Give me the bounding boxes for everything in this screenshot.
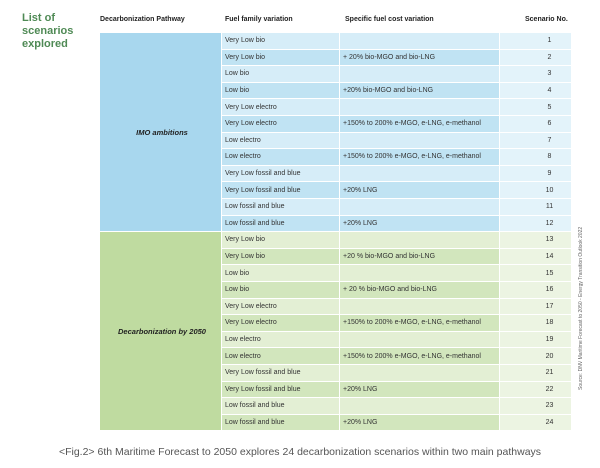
fuel-cell: Very Low fossil and blue xyxy=(222,365,340,382)
header: Decarbonization Pathway xyxy=(100,16,185,23)
pathway-cell: IMO ambitions xyxy=(100,33,222,233)
scenario-no: 2 xyxy=(500,49,572,67)
fuel-cell: Very Low fossil and blue xyxy=(222,381,340,399)
cost-cell xyxy=(340,33,500,50)
scenario-no: 19 xyxy=(500,331,572,349)
scenario-no: 17 xyxy=(500,298,572,316)
scenario-no: 11 xyxy=(500,199,572,216)
cost-cell xyxy=(340,331,500,349)
fuel-cell: Low electro xyxy=(222,331,340,349)
cost-cell xyxy=(340,99,500,116)
fuel-cell: Very Low electro xyxy=(222,315,340,332)
fuel-cell: Very Low bio xyxy=(222,232,340,249)
scenario-no: 13 xyxy=(500,232,572,249)
fuel-cell: Very Low electro xyxy=(222,298,340,316)
cost-cell: + 20 % bio-MGO and bio-LNG xyxy=(340,282,500,299)
scenario-no: 21 xyxy=(500,365,572,382)
fuel-cell: Low fossil and blue xyxy=(222,215,340,233)
cost-cell: +150% to 200% e-MGO, e-LNG, e-methanol xyxy=(340,116,500,133)
cost-cell xyxy=(340,365,500,382)
cost-cell xyxy=(340,132,500,150)
fuel-cell: Very Low bio xyxy=(222,33,340,50)
scenario-no: 20 xyxy=(500,348,572,365)
header: Fuel family variation xyxy=(225,16,293,23)
scenario-no: 12 xyxy=(500,215,572,233)
cost-cell xyxy=(340,165,500,183)
cost-cell xyxy=(340,199,500,216)
fuel-cell: Low electro xyxy=(222,132,340,150)
scenario-no: 14 xyxy=(500,248,572,266)
fuel-cell: Very Low fossil and blue xyxy=(222,165,340,183)
scenario-no: 24 xyxy=(500,414,572,432)
cost-cell xyxy=(340,232,500,249)
scenario-no: 16 xyxy=(500,282,572,299)
header: Specific fuel cost variation xyxy=(345,16,434,23)
scenario-no: 18 xyxy=(500,315,572,332)
cost-cell: +20% LNG xyxy=(340,215,500,233)
scenario-no: 9 xyxy=(500,165,572,183)
title: List of scenarios explored xyxy=(22,12,74,50)
pathway-cell: Decarbonization by 2050 xyxy=(100,232,222,432)
fuel-cell: Low fossil and blue xyxy=(222,199,340,216)
fuel-cell: Low electro xyxy=(222,149,340,166)
fuel-cell: Low electro xyxy=(222,348,340,365)
cost-cell: +20% LNG xyxy=(340,381,500,399)
fuel-cell: Low bio xyxy=(222,265,340,282)
cost-cell: +150% to 200% e-MGO, e-LNG, e-methanol xyxy=(340,149,500,166)
fuel-cell: Low bio xyxy=(222,82,340,100)
fuel-cell: Very Low fossil and blue xyxy=(222,182,340,199)
fuel-cell: Very Low electro xyxy=(222,116,340,133)
cost-cell xyxy=(340,398,500,415)
scenario-no: 23 xyxy=(500,398,572,415)
cost-cell: +20% LNG xyxy=(340,182,500,199)
scenario-no: 15 xyxy=(500,265,572,282)
cost-cell: + 20% bio-MGO and bio-LNG xyxy=(340,49,500,67)
scenario-no: 4 xyxy=(500,82,572,100)
scenario-no: 7 xyxy=(500,132,572,150)
scenario-no: 6 xyxy=(500,116,572,133)
fuel-cell: Very Low electro xyxy=(222,99,340,116)
scenario-no: 10 xyxy=(500,182,572,199)
cost-cell xyxy=(340,265,500,282)
cost-cell: +20% bio-MGO and bio-LNG xyxy=(340,82,500,100)
scenario-no: 22 xyxy=(500,381,572,399)
cost-cell xyxy=(340,66,500,83)
fuel-cell: Very Low bio xyxy=(222,248,340,266)
scenario-no: 3 xyxy=(500,66,572,83)
scenario-no: 8 xyxy=(500,149,572,166)
fuel-cell: Low fossil and blue xyxy=(222,414,340,432)
cost-cell: +150% to 200% e-MGO, e-LNG, e-methanol xyxy=(340,348,500,365)
fuel-cell: Low bio xyxy=(222,66,340,83)
scenario-no: 5 xyxy=(500,99,572,116)
cost-cell: +20 % bio-MGO and bio-LNG xyxy=(340,248,500,266)
header: Scenario No. xyxy=(525,16,568,23)
scenario-no: 1 xyxy=(500,33,572,50)
fuel-cell: Low bio xyxy=(222,282,340,299)
fuel-cell: Low fossil and blue xyxy=(222,398,340,415)
cost-cell: +150% to 200% e-MGO, e-LNG, e-methanol xyxy=(340,315,500,332)
caption: <Fig.2> 6th Maritime Forecast to 2050 ex… xyxy=(58,446,542,458)
fuel-cell: Very Low bio xyxy=(222,49,340,67)
source: Source: DNV Maritime Forecast to 2050 - … xyxy=(578,226,584,390)
cost-cell xyxy=(340,298,500,316)
cost-cell: +20% LNG xyxy=(340,414,500,432)
